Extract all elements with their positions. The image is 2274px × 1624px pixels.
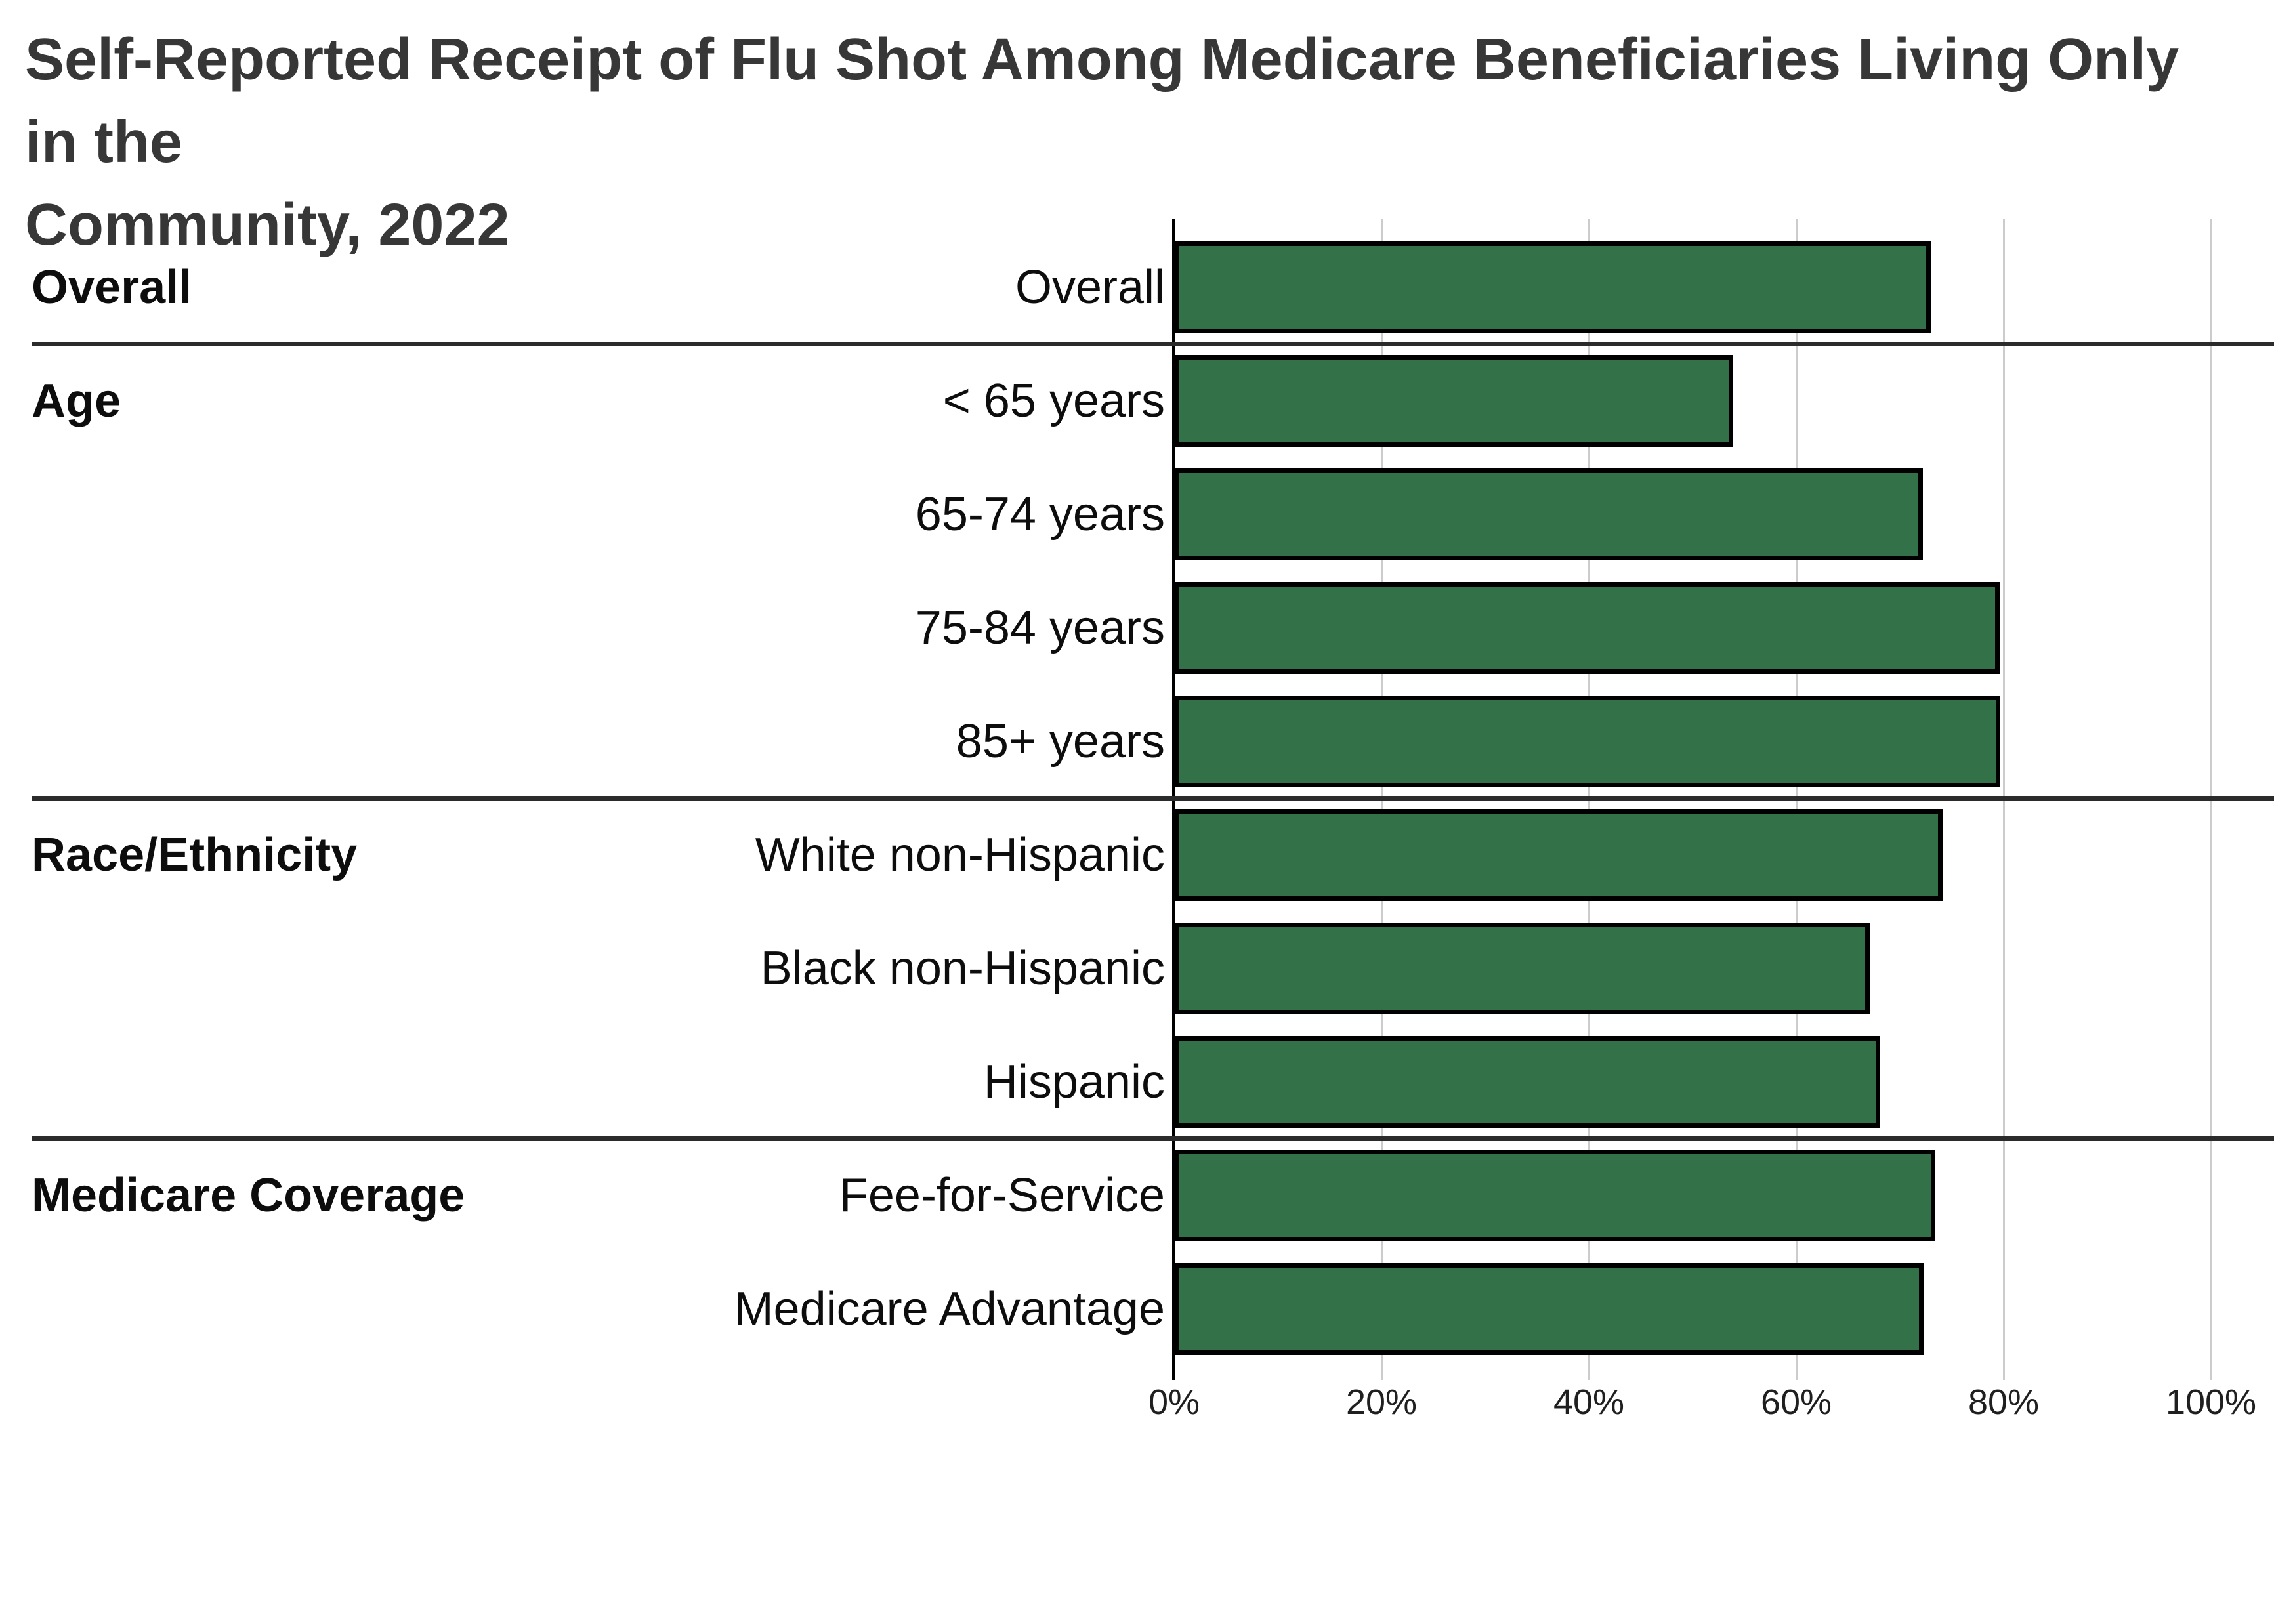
group-divider-after-overall	[32, 342, 2274, 346]
bar-65-74-years	[1174, 468, 1923, 560]
x-tick-label-20: 20%	[1345, 1383, 1418, 1422]
bar-hispanic	[1174, 1036, 1880, 1128]
chart-title: Self-Reported Receipt of Flu Shot Among …	[25, 18, 2223, 266]
row-label-overall: Overall	[1015, 261, 1165, 314]
bar-fee-for-service	[1174, 1150, 1935, 1241]
chart-title-line-1: Self-Reported Receipt of Flu Shot Among …	[25, 27, 2179, 175]
x-tick-label-100: 100%	[2165, 1383, 2257, 1422]
group-label-medicare-coverage: Medicare Coverage	[32, 1169, 465, 1222]
row-label-75-84-years: 75-84 years	[915, 602, 1165, 654]
row-label-black-non-hispanic: Black non-Hispanic	[760, 942, 1165, 995]
row-label-65-74-years: 65-74 years	[915, 488, 1165, 541]
group-label-age: Age	[32, 375, 121, 427]
bar-65-years	[1174, 355, 1733, 447]
row-label-medicare-advantage: Medicare Advantage	[734, 1283, 1165, 1335]
bar-black-non-hispanic	[1174, 923, 1870, 1014]
bar-85-years	[1174, 696, 2000, 787]
group-label-race-ethnicity: Race/Ethnicity	[32, 829, 358, 881]
x-tick-label-60: 60%	[1760, 1383, 1832, 1422]
row-label-fee-for-service: Fee-for-Service	[839, 1169, 1165, 1222]
row-label-white-non-hispanic: White non-Hispanic	[755, 829, 1165, 881]
x-tick-label-40: 40%	[1553, 1383, 1625, 1422]
row-label-85-years: 85+ years	[956, 715, 1165, 768]
x-tick-label-0: 0%	[1148, 1383, 1200, 1422]
group-label-overall: Overall	[32, 261, 192, 314]
bar-75-84-years	[1174, 582, 2000, 674]
bar-white-non-hispanic	[1174, 809, 1943, 901]
group-divider-after-race-ethnicity	[32, 1136, 2274, 1141]
group-divider-after-age	[32, 796, 2274, 801]
row-label-hispanic: Hispanic	[983, 1056, 1165, 1108]
bar-overall	[1174, 241, 1931, 333]
x-tick-label-80: 80%	[1968, 1383, 2040, 1422]
chart-title-line-2: Community, 2022	[25, 192, 510, 258]
bar-medicare-advantage	[1174, 1263, 1924, 1355]
row-label-65-years: < 65 years	[942, 375, 1165, 427]
